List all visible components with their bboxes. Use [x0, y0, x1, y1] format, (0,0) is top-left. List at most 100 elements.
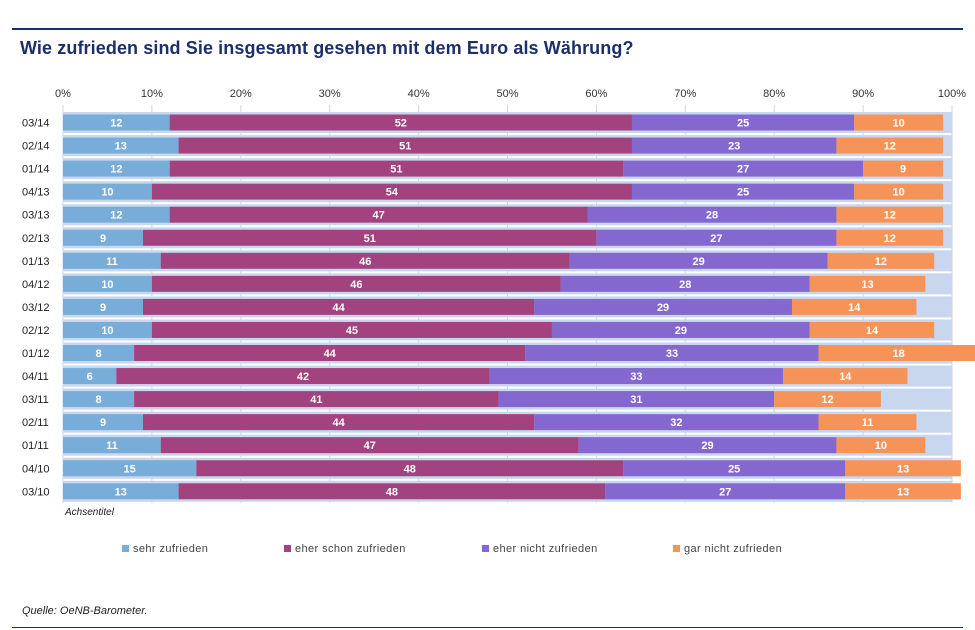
bar-segment	[169, 114, 632, 131]
bar-segment	[774, 391, 881, 408]
bar-segment	[587, 206, 837, 223]
category-label: 03/10	[22, 486, 50, 498]
bar-segment	[169, 206, 588, 223]
bar-segment	[631, 114, 855, 131]
data-label: 13	[897, 486, 909, 498]
bar-segment	[863, 160, 944, 177]
bar-segment	[63, 275, 152, 292]
x-tick-label: 20%	[230, 88, 252, 100]
category-label: 02/14	[22, 141, 50, 153]
legend-label: sehr zufrieden	[133, 543, 208, 555]
bar-segment	[134, 391, 499, 408]
data-label: 33	[666, 348, 678, 360]
legend-label: eher schon zufrieden	[295, 543, 406, 555]
data-label: 28	[706, 210, 718, 222]
bar-segment	[845, 460, 961, 477]
data-label: 25	[728, 463, 740, 475]
bar-segment	[534, 298, 792, 315]
data-label: 44	[332, 302, 345, 314]
category-label: 04/12	[22, 279, 50, 291]
bar-segment	[143, 229, 597, 246]
data-label: 14	[848, 302, 861, 314]
data-label: 44	[332, 417, 345, 429]
data-label: 29	[657, 302, 669, 314]
bar-segment	[160, 252, 570, 269]
bar-segment	[63, 114, 170, 131]
data-label: 12	[110, 210, 122, 222]
bar-segment	[63, 160, 170, 177]
data-label: 52	[395, 118, 407, 130]
bar-segment	[151, 275, 561, 292]
data-label: 13	[861, 279, 873, 291]
data-label: 10	[101, 187, 113, 199]
data-label: 48	[386, 486, 398, 498]
data-label: 10	[101, 325, 113, 337]
bar-segment	[623, 460, 846, 477]
data-label: 13	[897, 463, 909, 475]
bar-segment	[63, 391, 135, 408]
bar-segment	[605, 483, 846, 500]
data-label: 14	[866, 325, 879, 337]
bar-segment	[63, 437, 161, 454]
x-tick-label: 70%	[674, 88, 696, 100]
data-label: 29	[675, 325, 687, 337]
data-label: 15	[124, 463, 136, 475]
bar-segment	[63, 252, 161, 269]
bar-segment	[63, 460, 197, 477]
data-label: 12	[110, 164, 122, 176]
bar-segment	[63, 206, 170, 223]
page-title: Wie zufrieden sind Sie insgesamt gesehen…	[20, 38, 634, 58]
category-label: 01/12	[22, 348, 50, 360]
x-tick-label: 60%	[585, 88, 607, 100]
bar-segment	[116, 368, 490, 385]
bar-segment	[151, 183, 632, 200]
data-label: 25	[737, 118, 749, 130]
data-label: 12	[884, 210, 896, 222]
category-label: 02/12	[22, 325, 50, 337]
data-label: 27	[710, 233, 722, 245]
data-label: 9	[100, 233, 106, 245]
data-label: 8	[95, 394, 101, 406]
data-label: 12	[875, 256, 887, 268]
data-label: 9	[900, 164, 906, 176]
category-label: 01/13	[22, 256, 50, 268]
legend-swatch	[673, 545, 680, 552]
axis-title: Achsentitel	[64, 507, 115, 518]
bar-segment	[63, 368, 117, 385]
data-label: 29	[693, 256, 705, 268]
bar-segment	[63, 183, 152, 200]
bar-segment	[134, 345, 526, 361]
data-label: 48	[404, 463, 416, 475]
bar-segment	[489, 368, 784, 385]
data-label: 9	[100, 417, 106, 429]
category-label: 02/11	[22, 417, 49, 429]
legend-swatch	[482, 545, 489, 552]
bar-segment	[791, 298, 917, 315]
data-label: 10	[875, 440, 887, 452]
bar-segment	[836, 137, 944, 154]
bar-segment	[631, 137, 837, 154]
bar-segment	[836, 437, 926, 454]
bar-segment	[525, 345, 819, 361]
bar-segment	[143, 414, 535, 431]
category-label: 04/13	[22, 187, 50, 199]
x-tick-label: 0%	[55, 88, 71, 100]
data-label: 11	[106, 256, 118, 268]
data-label: 13	[115, 486, 127, 498]
data-label: 32	[670, 417, 682, 429]
bar-segment	[818, 414, 917, 431]
x-tick-label: 40%	[408, 88, 430, 100]
x-tick-label: 80%	[763, 88, 785, 100]
bar-segment	[143, 298, 535, 315]
data-label: 44	[324, 348, 337, 360]
category-label: 03/12	[22, 302, 50, 314]
data-label: 46	[350, 279, 362, 291]
bar-segment	[596, 229, 837, 246]
data-label: 51	[390, 164, 402, 176]
x-tick-label: 10%	[141, 88, 163, 100]
bar-segment	[63, 483, 179, 500]
category-label: 03/11	[22, 394, 49, 406]
bar-segment	[63, 414, 144, 431]
bar-segment	[63, 229, 144, 246]
